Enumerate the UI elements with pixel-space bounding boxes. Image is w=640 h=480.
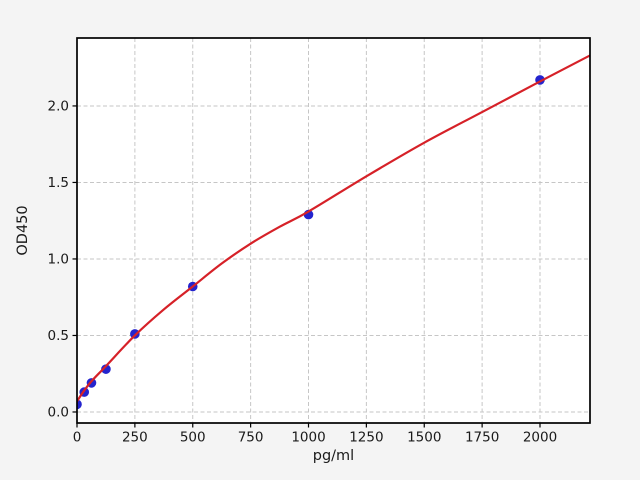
plot-background [77, 38, 590, 423]
plot-border [76, 37, 591, 424]
x-tick-label: 0 [73, 430, 82, 446]
x-axis-ticks: 0 250 500 750 1000 1250 1500 1750 2000 [73, 423, 557, 446]
x-tick-label: 1250 [349, 430, 383, 446]
y-tick-label: 0.0 [48, 405, 69, 421]
x-tick-label: 1000 [291, 430, 325, 446]
y-tick-label: 0.5 [48, 328, 69, 344]
x-tick-label: 250 [122, 430, 148, 446]
y-tick-label: 1.5 [48, 175, 69, 191]
data-point [77, 399, 82, 410]
y-tick-label: 2.0 [48, 99, 69, 115]
y-tick-label: 1.0 [48, 252, 69, 268]
x-tick-label: 1500 [407, 430, 441, 446]
x-tick-label: 1750 [465, 430, 499, 446]
x-tick-label: 2000 [523, 430, 557, 446]
y-axis-ticks: 0.0 0.5 1.0 1.5 2.0 [48, 99, 77, 421]
data-point [101, 364, 111, 374]
x-tick-label: 500 [180, 430, 206, 446]
x-axis-label: pg/ml [313, 448, 354, 464]
y-axis-label: OD450 [15, 205, 31, 255]
fit-curve-line [77, 54, 590, 403]
x-tick-label: 750 [238, 430, 264, 446]
